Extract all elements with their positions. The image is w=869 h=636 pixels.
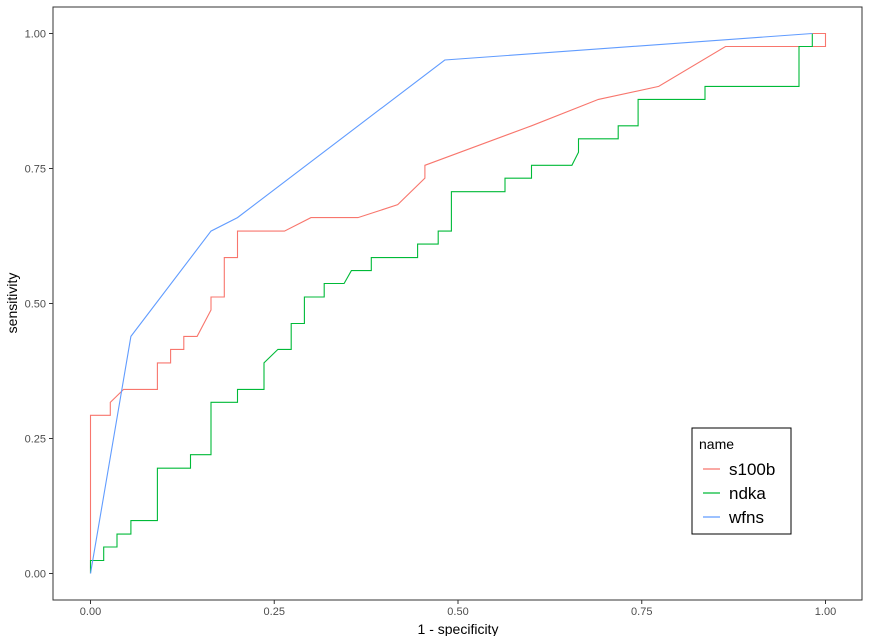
y-axis: 0.00 0.25 0.50 0.75 1.00 xyxy=(25,29,53,581)
y-tick-label: 0.75 xyxy=(25,164,46,176)
x-tick-label: 1.00 xyxy=(815,606,836,618)
y-axis-title: sensitivity xyxy=(4,273,20,334)
legend-title: name xyxy=(699,436,734,452)
legend-label-wfns: wfns xyxy=(728,508,764,527)
x-tick-label: 0.50 xyxy=(447,606,468,618)
y-tick-label: 0.25 xyxy=(25,434,46,446)
x-tick-label: 0.25 xyxy=(264,606,285,618)
y-tick-label: 1.00 xyxy=(25,29,46,41)
x-tick-label: 0.75 xyxy=(631,606,652,618)
legend-label-s100b: s100b xyxy=(729,460,775,479)
legend-items: s100b ndka wfns xyxy=(703,460,775,527)
x-axis: 0.00 0.25 0.50 0.75 1.00 xyxy=(80,600,836,618)
legend-box xyxy=(691,427,792,535)
series-line-s100b xyxy=(89,32,827,574)
y-tick-label: 0.00 xyxy=(25,569,46,581)
series-layer xyxy=(89,32,827,574)
legend-label-ndka: ndka xyxy=(729,484,766,503)
series-line-wfns xyxy=(89,32,813,574)
x-tick-label: 0.00 xyxy=(80,606,101,618)
legend: name s100b ndka wfns xyxy=(691,427,792,535)
x-axis-title: 1 - specificity xyxy=(418,621,499,636)
series-line-ndka xyxy=(89,33,813,574)
y-tick-label: 0.50 xyxy=(25,299,46,311)
